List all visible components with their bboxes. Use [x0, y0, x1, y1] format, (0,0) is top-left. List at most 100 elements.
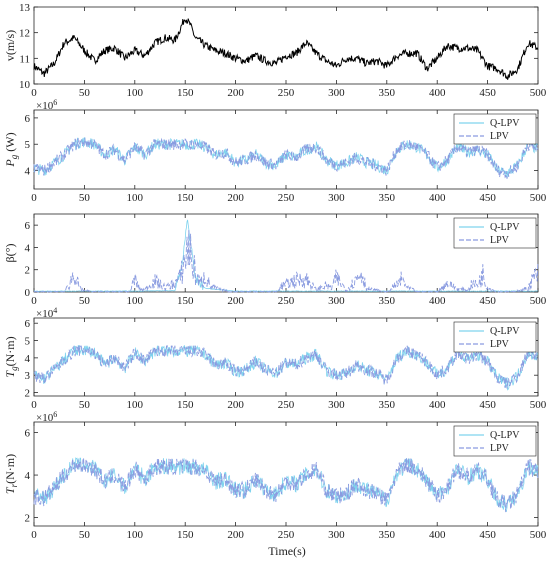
x-tick-label: 250 [278, 399, 295, 411]
legend-box [453, 217, 537, 249]
y-tick-label: 5 [25, 336, 31, 348]
legend-label-lpv: LPV [490, 443, 510, 454]
x-tick-label: 100 [127, 87, 144, 99]
legend-label-qlpv: Q-LPV [490, 326, 520, 337]
x-tick-label: 300 [328, 529, 345, 541]
series-line-lpv [33, 230, 539, 294]
panel-3: 0 50 100 150 200 250 300 350 400 450 500 0 2 4 6 β(°) Q-… [3, 213, 547, 307]
y-tick-label: 2 [25, 513, 31, 525]
x-axis-label: Time(s) [268, 544, 306, 558]
x-tick-label: 400 [429, 87, 446, 99]
y-tick-label: 4 [25, 242, 31, 254]
x-tick-label: 400 [429, 529, 446, 541]
x-tick-label: 400 [429, 192, 446, 204]
x-tick-label: 250 [278, 87, 295, 99]
x-tick-label: 450 [479, 399, 496, 411]
x-tick-label: 250 [278, 192, 295, 204]
plot-frame [33, 6, 539, 85]
x-tick-label: 450 [479, 87, 496, 99]
legend-box [453, 321, 537, 353]
series-line-lpv [33, 457, 539, 513]
series-line-qlpv [33, 219, 539, 292]
y-tick-label: 13 [19, 2, 31, 14]
x-tick-label: 50 [79, 295, 91, 307]
x-tick-label: 450 [479, 192, 496, 204]
x-tick-label: 150 [177, 87, 194, 99]
y-axis-label: Pg (W) [3, 132, 19, 167]
y-axis-label: β(°) [3, 244, 17, 263]
x-tick-label: 300 [328, 399, 345, 411]
legend: Q-LPV LPV [453, 217, 537, 249]
x-tick-label: 150 [177, 192, 194, 204]
y-tick-label: 6 [25, 220, 31, 232]
x-tick-label: 350 [379, 192, 396, 204]
exponent-label: ×106 [36, 98, 57, 112]
x-tick-label: 100 [127, 529, 144, 541]
x-tick-label: 300 [328, 295, 345, 307]
x-tick-label: 500 [530, 399, 547, 411]
x-tick-label: 500 [530, 295, 547, 307]
y-axis-label: Tg(N·m) [3, 336, 19, 377]
legend: Q-LPV LPV [453, 321, 537, 353]
x-tick-label: 250 [278, 295, 295, 307]
x-tick-label: 0 [31, 87, 37, 99]
x-tick-label: 300 [328, 192, 345, 204]
panel-1: 0 50 100 150 200 250 300 350 400 450 500 10 11 12 13 v(… [3, 2, 547, 99]
x-tick-label: 500 [530, 529, 547, 541]
y-tick-label: 6 [25, 428, 31, 440]
x-tick-label: 100 [127, 295, 144, 307]
y-tick-label: 2 [25, 388, 31, 400]
y-tick-label: 6 [25, 318, 31, 330]
panel-4: 0 50 100 150 200 250 300 350 400 450 500 2 3 4 5 6 ×104 T… [3, 306, 547, 411]
x-tick-label: 350 [379, 295, 396, 307]
y-tick-label: 6 [25, 113, 31, 125]
x-tick-label: 0 [31, 529, 37, 541]
y-tick-label: 11 [19, 53, 30, 65]
y-tick-label: 4 [25, 166, 31, 178]
legend-label-lpv: LPV [490, 339, 510, 350]
y-axis-label: v(m/s) [3, 30, 17, 61]
legend-label-qlpv: Q-LPV [490, 118, 520, 129]
series-line-lpv [34, 344, 538, 389]
y-tick-label: 5 [25, 139, 31, 151]
exponent-label: ×104 [36, 306, 57, 320]
legend-label-qlpv: Q-LPV [490, 430, 520, 441]
y-tick-label: 4 [25, 353, 31, 365]
legend: Q-LPV LPV [453, 113, 537, 145]
y-axis-label: Tr(N·m) [3, 454, 19, 494]
panel-2: 0 50 100 150 200 250 300 350 400 450 500 4 5 6 ×106 Pg … [3, 98, 547, 204]
x-tick-label: 200 [227, 399, 244, 411]
x-tick-label: 300 [328, 87, 345, 99]
x-tick-label: 0 [31, 295, 37, 307]
x-tick-label: 150 [177, 399, 194, 411]
x-tick-label: 200 [227, 295, 244, 307]
legend-label-lpv: LPV [490, 131, 510, 142]
legend-box [453, 425, 537, 457]
x-tick-label: 200 [227, 192, 244, 204]
y-tick-label: 0 [25, 287, 31, 299]
x-tick-label: 150 [177, 295, 194, 307]
x-tick-label: 250 [278, 529, 295, 541]
x-tick-label: 500 [530, 87, 547, 99]
x-tick-label: 200 [227, 87, 244, 99]
series-line-lpv [33, 137, 539, 179]
panel-5: 0 50 100 150 200 250 300 350 400 450 500 2 4 6 ×106 Tr(… [3, 410, 547, 541]
series-line-qlpv [33, 457, 539, 513]
y-tick-label: 12 [19, 28, 30, 40]
x-tick-label: 400 [429, 399, 446, 411]
legend-label-lpv: LPV [490, 235, 510, 246]
x-tick-label: 350 [379, 87, 396, 99]
x-tick-label: 200 [227, 529, 244, 541]
y-tick-label: 3 [25, 370, 31, 382]
x-tick-label: 0 [31, 192, 37, 204]
x-tick-label: 350 [379, 399, 396, 411]
y-tick-label: 4 [25, 470, 31, 482]
legend: Q-LPV LPV [453, 425, 537, 457]
wind-speed-series-line [33, 18, 539, 80]
x-tick-label: 450 [479, 529, 496, 541]
legend-label-qlpv: Q-LPV [490, 222, 520, 233]
x-tick-label: 50 [79, 399, 91, 411]
x-tick-label: 450 [479, 295, 496, 307]
x-tick-label: 150 [177, 529, 194, 541]
